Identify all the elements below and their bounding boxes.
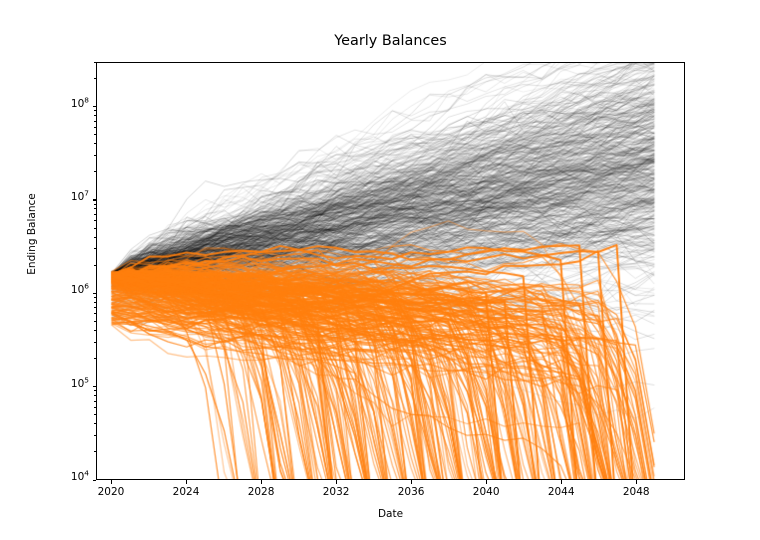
y-minor-tick-mark: [94, 264, 96, 266]
y-tick-mark: [92, 386, 96, 388]
y-tick-label: 108: [70, 95, 89, 110]
x-tick-label: 2020: [97, 486, 125, 498]
y-minor-tick-mark: [94, 134, 96, 136]
x-axis-label: Date: [377, 508, 404, 520]
y-minor-tick-mark: [94, 115, 96, 117]
y-minor-tick-mark: [94, 307, 96, 309]
y-minor-tick-mark: [94, 203, 96, 205]
y-minor-tick-mark: [94, 227, 96, 229]
x-tick-mark: [635, 480, 637, 484]
y-minor-tick-mark: [94, 143, 96, 145]
y-minor-tick-mark: [94, 120, 96, 122]
y-minor-tick-mark: [94, 126, 96, 128]
x-tick-label: 2040: [472, 486, 500, 498]
y-minor-tick-mark: [94, 61, 96, 63]
y-minor-tick-mark: [94, 329, 96, 331]
y-minor-tick-mark: [94, 154, 96, 156]
y-axis-label: Ending Balance: [26, 193, 38, 275]
x-tick-label: 2028: [247, 486, 275, 498]
y-minor-tick-mark: [94, 451, 96, 453]
y-minor-tick-mark: [94, 301, 96, 303]
y-minor-tick-mark: [94, 434, 96, 436]
y-minor-tick-mark: [94, 220, 96, 222]
y-minor-tick-mark: [94, 297, 96, 299]
x-tick-label: 2044: [547, 486, 575, 498]
x-tick-mark: [410, 480, 412, 484]
y-tick-label: 104: [70, 468, 89, 483]
y-minor-tick-mark: [94, 341, 96, 343]
y-minor-tick-mark: [94, 390, 96, 392]
y-minor-tick-mark: [94, 414, 96, 416]
x-tick-label: 2048: [622, 486, 650, 498]
y-minor-tick-mark: [94, 406, 96, 408]
trajectory-plot-canvas: [97, 63, 684, 479]
y-tick-mark: [92, 106, 96, 108]
y-minor-tick-mark: [94, 110, 96, 112]
y-tick-mark: [92, 292, 96, 294]
y-tick-mark: [92, 199, 96, 201]
x-tick-mark: [560, 480, 562, 484]
y-minor-tick-mark: [94, 171, 96, 173]
x-tick-label: 2024: [172, 486, 200, 498]
plot-axes: [96, 62, 685, 480]
y-minor-tick-mark: [94, 423, 96, 425]
y-minor-tick-mark: [94, 400, 96, 402]
chart-title: Yearly Balances: [334, 33, 447, 49]
y-minor-tick-mark: [94, 77, 96, 79]
y-tick-label: 106: [70, 281, 89, 297]
x-tick-mark: [260, 480, 262, 484]
y-minor-tick-mark: [94, 395, 96, 397]
y-minor-tick-mark: [94, 248, 96, 250]
y-minor-tick-mark: [94, 236, 96, 238]
x-tick-label: 2036: [397, 486, 425, 498]
y-minor-tick-mark: [94, 313, 96, 315]
x-tick-mark: [110, 480, 112, 484]
y-minor-tick-mark: [94, 320, 96, 322]
y-tick-label: 107: [70, 188, 89, 203]
x-tick-label: 2032: [322, 486, 350, 498]
x-tick-mark: [185, 480, 187, 484]
x-tick-mark: [335, 480, 337, 484]
y-minor-tick-mark: [94, 208, 96, 210]
y-tick-label: 105: [70, 375, 89, 390]
y-minor-tick-mark: [94, 213, 96, 215]
x-tick-mark: [485, 480, 487, 484]
y-tick-mark: [92, 479, 96, 481]
y-minor-tick-mark: [94, 358, 96, 360]
